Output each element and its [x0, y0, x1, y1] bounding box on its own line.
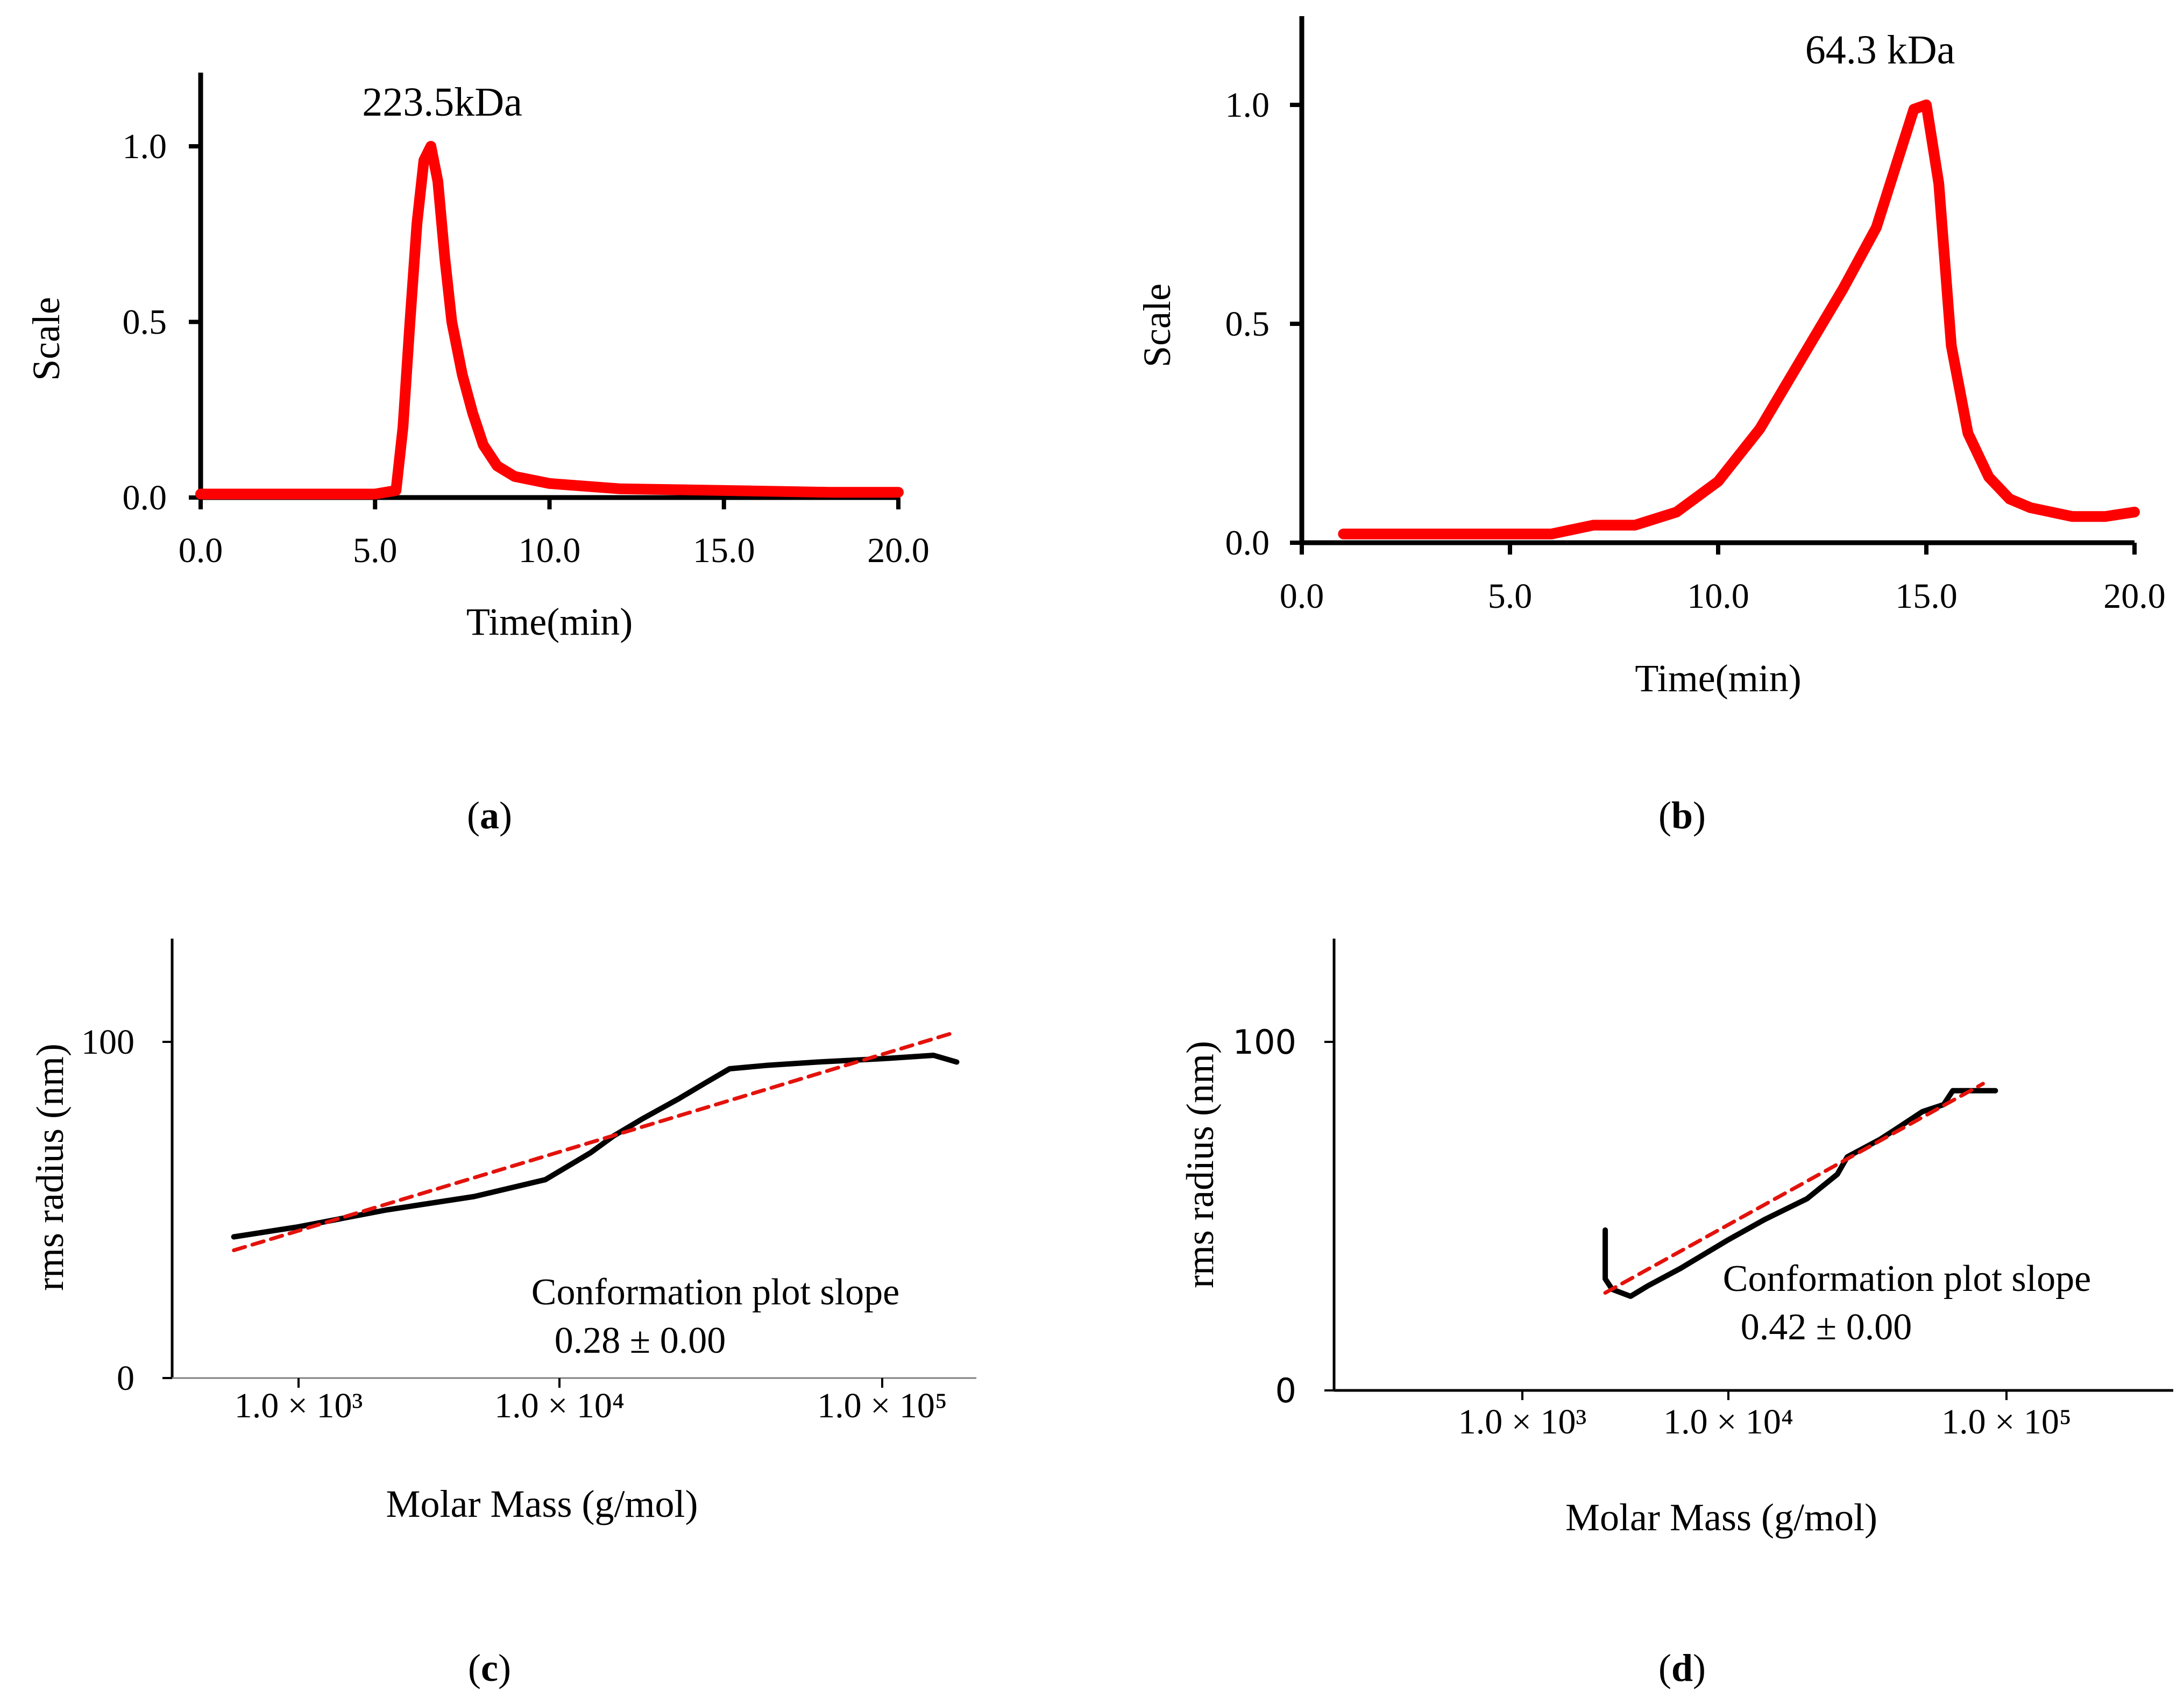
x-tick-label: 1.0 × 10⁵ — [817, 1386, 947, 1425]
panel-label: (c) — [468, 1646, 511, 1689]
y-tick-label: 0 — [117, 1359, 134, 1398]
y-tick-label: 0.5 — [1225, 304, 1270, 344]
panel-label-letter: c — [481, 1646, 498, 1689]
panel-label-paren-close: ) — [1693, 1646, 1706, 1689]
x-tick-label: 15.0 — [693, 531, 755, 570]
y-tick-label: 1.0 — [1225, 86, 1270, 125]
x-tick-label: 1.0 × 10⁴ — [494, 1386, 625, 1425]
x-tick-label: 20.0 — [2103, 577, 2166, 616]
series-fit-line — [232, 1030, 959, 1252]
x-tick-label: 5.0 — [1488, 577, 1533, 616]
panel-a: 0.0 0.5 1.0 0.0 5.0 10.0 15.0 20.0 Time(min) Scal… — [25, 73, 930, 837]
peak-annotation: 223.5kDa — [362, 80, 522, 125]
y-axis-label: Scale — [1136, 283, 1179, 367]
x-tick-label: 10.0 — [519, 531, 581, 570]
panel-d: 0 100 1.0 × 10³ 1.0 × 10⁴ 1.0 × 10⁵ Molar Mas… — [1179, 939, 2173, 1689]
x-tick-label: 10.0 — [1687, 577, 1749, 616]
y-tick-label: 0 — [1275, 1371, 1296, 1410]
x-tick-label: 5.0 — [353, 531, 398, 570]
y-axis-label: rms radius (nm) — [29, 1043, 72, 1291]
panel-label-letter: b — [1671, 794, 1693, 837]
peak-annotation: 64.3 kDa — [1805, 27, 1955, 73]
panel-c: 0 100 1.0 × 10³ 1.0 × 10⁴ 1.0 × 10⁵ Molar Mas… — [29, 939, 976, 1689]
slope-annotation-title: Conformation plot slope — [531, 1272, 899, 1313]
y-tick-label: 1.0 — [123, 127, 167, 166]
y-tick-label: 0.0 — [1225, 523, 1270, 563]
slope-annotation-value: 0.28 ± 0.00 — [555, 1320, 726, 1361]
x-tick-label: 15.0 — [1895, 577, 1958, 616]
slope-annotation-value: 0.42 ± 0.00 — [1741, 1307, 1912, 1348]
x-axis-label: Time(min) — [1635, 657, 1801, 700]
panel-label-letter: a — [480, 794, 499, 837]
series-signal-line — [195, 141, 904, 500]
panel-label-letter: d — [1671, 1646, 1693, 1689]
panel-label-paren-open: ( — [1658, 1646, 1671, 1689]
y-tick-label: 0.5 — [123, 303, 167, 342]
series-fit-line — [1603, 1082, 1985, 1295]
panel-label: (a) — [467, 794, 512, 837]
series-data-line — [231, 1053, 960, 1240]
y-axis-label: Scale — [25, 297, 68, 381]
panel-label: (b) — [1658, 794, 1706, 837]
x-tick-label: 0.0 — [179, 531, 223, 570]
series-signal-line — [1338, 100, 2140, 539]
panel-label-paren-open: ( — [467, 794, 480, 837]
panel-label-paren-close: ) — [498, 1646, 511, 1689]
x-axis-label: Time(min) — [466, 600, 633, 643]
x-tick-label: 1.0 × 10³ — [235, 1386, 363, 1425]
panel-label-paren-open: ( — [1658, 794, 1671, 837]
panel-label-paren-close: ) — [1693, 794, 1706, 837]
y-axis-label: rms radius (nm) — [1179, 1041, 1222, 1288]
panel-label-paren-open: ( — [468, 1646, 481, 1689]
panel-label: (d) — [1658, 1646, 1706, 1689]
panel-b: 0.0 0.5 1.0 0.0 5.0 10.0 15.0 20.0 Time(min) Scal… — [1136, 16, 2166, 837]
x-tick-label: 1.0 × 10⁵ — [1941, 1402, 2072, 1442]
x-tick-label: 1.0 × 10³ — [1458, 1402, 1587, 1442]
x-tick-label: 1.0 × 10⁴ — [1663, 1402, 1793, 1442]
slope-annotation-title: Conformation plot slope — [1723, 1258, 2091, 1300]
panel-label-paren-close: ) — [499, 794, 512, 837]
y-tick-label: 100 — [81, 1023, 134, 1062]
x-tick-label: 0.0 — [1280, 577, 1324, 616]
x-axis-label: Molar Mass (g/mol) — [1565, 1496, 1877, 1539]
y-tick-label: 100 — [1233, 1023, 1296, 1062]
x-axis-label: Molar Mass (g/mol) — [386, 1482, 698, 1525]
x-tick-label: 20.0 — [867, 531, 930, 570]
y-tick-label: 0.0 — [123, 478, 167, 517]
